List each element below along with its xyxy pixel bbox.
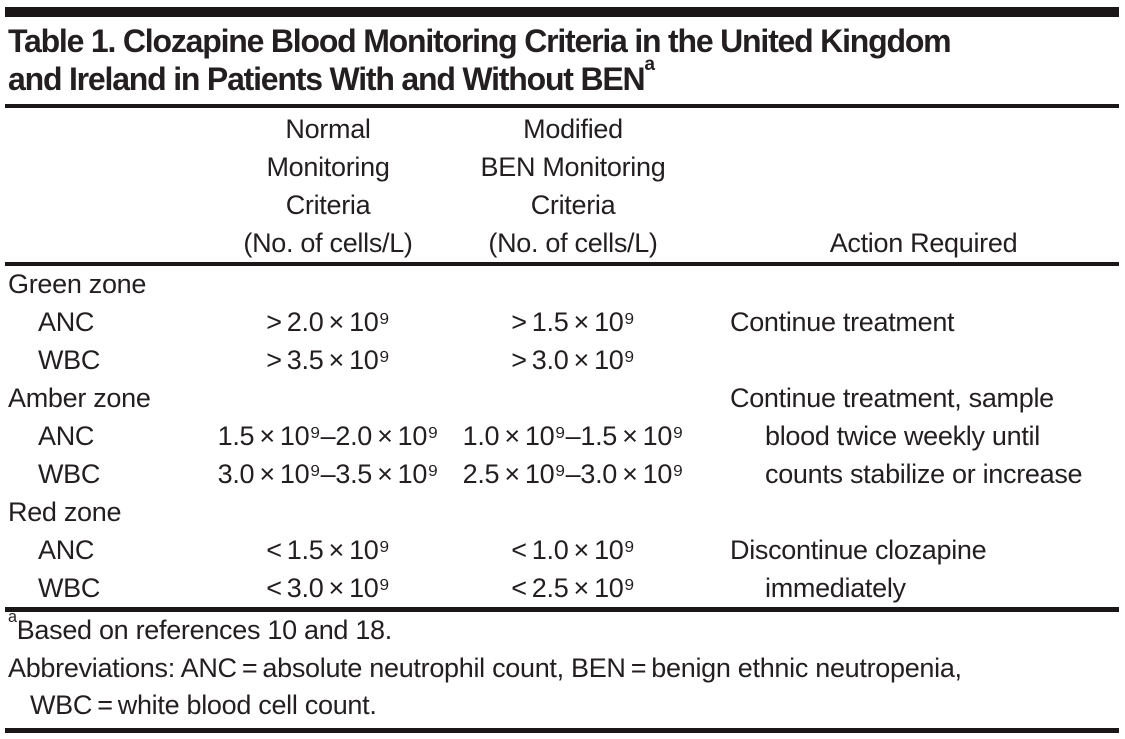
- action-text: Discontinue clozapine: [730, 534, 987, 565]
- footnote-based-on: aBased on references 10 and 18.: [8, 609, 1117, 650]
- value-modified: > 3.0 × 10⁹: [511, 345, 635, 376]
- param-label: WBC: [38, 345, 101, 376]
- param-label: ANC: [38, 421, 95, 451]
- empty-cell: [698, 266, 1117, 304]
- column-header-action: Action Required: [829, 228, 1018, 258]
- footnote-marker: a: [8, 607, 17, 626]
- value-normal: 3.0 × 10⁹–3.5 × 10⁹: [217, 458, 439, 489]
- value-normal: < 3.0 × 10⁹: [266, 572, 390, 603]
- table-footnotes: aBased on references 10 and 18. Abbrevia…: [8, 609, 1117, 725]
- empty-cell: [448, 380, 698, 418]
- action-text: Continue treatment, sample: [730, 383, 1054, 414]
- column-header-modified-line: Modified: [523, 114, 623, 144]
- column-header-normal-line: Monitoring: [266, 152, 390, 182]
- column-header-normal: Normal Monitoring Criteria (No. of cells…: [208, 110, 448, 262]
- title-footnote-marker: a: [644, 53, 655, 75]
- header-empty-cell: [8, 110, 208, 262]
- empty-cell: [208, 493, 448, 531]
- table-title-line-2: and Ireland in Patients With and Without…: [8, 61, 646, 97]
- empty-cell: [208, 380, 448, 418]
- body-rule: [5, 607, 1119, 612]
- zone-label: Amber zone: [8, 383, 151, 414]
- footnote-based-on-text: Based on references 10 and 18.: [16, 615, 393, 645]
- action-text-continued: counts stabilize or increase: [765, 458, 1083, 489]
- column-header-normal-line: Criteria: [285, 190, 371, 220]
- action-text-continued: immediately: [765, 572, 906, 603]
- value-modified: < 2.5 × 10⁹: [511, 572, 635, 603]
- empty-cell: [448, 493, 698, 531]
- footnote-abbreviations-line-2: WBC = white blood cell count.: [30, 690, 377, 720]
- column-header-normal-line: (No. of cells/L): [243, 228, 413, 258]
- bottom-rule: [5, 728, 1119, 733]
- empty-cell: [208, 266, 448, 304]
- table-header-row: Normal Monitoring Criteria (No. of cells…: [8, 110, 1117, 262]
- value-normal: > 2.0 × 10⁹: [266, 307, 390, 338]
- column-header-modified-line: (No. of cells/L): [488, 228, 658, 258]
- footnote-abbreviations-line-1: Abbreviations: ANC = absolute neutrophil…: [8, 652, 962, 683]
- value-normal: > 3.5 × 10⁹: [266, 345, 390, 376]
- empty-cell: [698, 493, 1117, 531]
- zone-label: Green zone: [8, 269, 147, 300]
- table-title: Table 1. Clozapine Blood Monitoring Crit…: [8, 22, 1120, 98]
- value-modified: 1.0 × 10⁹–1.5 × 10⁹: [462, 421, 684, 451]
- column-header-modified-line: BEN Monitoring: [480, 152, 666, 182]
- table-title-line-1: Table 1. Clozapine Blood Monitoring Crit…: [8, 23, 952, 59]
- param-label: ANC: [38, 307, 95, 338]
- header-rule: [5, 262, 1119, 266]
- param-label: WBC: [38, 458, 101, 489]
- column-header-normal-line: Normal: [285, 114, 371, 144]
- empty-cell: [698, 342, 1117, 380]
- param-label: ANC: [38, 534, 95, 565]
- title-rule: [5, 104, 1119, 108]
- param-label: WBC: [38, 572, 101, 603]
- value-modified: < 1.0 × 10⁹: [511, 534, 635, 565]
- empty-cell: [448, 266, 698, 304]
- value-normal: < 1.5 × 10⁹: [266, 534, 390, 565]
- column-header-modified: Modified BEN Monitoring Criteria (No. of…: [448, 110, 698, 262]
- column-header-modified-line: Criteria: [530, 190, 616, 220]
- zone-label: Red zone: [8, 496, 122, 527]
- value-modified: > 1.5 × 10⁹: [511, 307, 635, 338]
- value-normal: 1.5 × 10⁹–2.0 × 10⁹: [217, 421, 439, 451]
- value-modified: 2.5 × 10⁹–3.0 × 10⁹: [462, 458, 684, 489]
- top-divider-bar: [5, 7, 1119, 17]
- action-text-continued: blood twice weekly until: [765, 421, 1040, 451]
- action-text: Continue treatment: [730, 307, 955, 338]
- table-body: Green zone ANC > 2.0 × 10⁹ > 1.5 × 10⁹ C…: [8, 266, 1117, 607]
